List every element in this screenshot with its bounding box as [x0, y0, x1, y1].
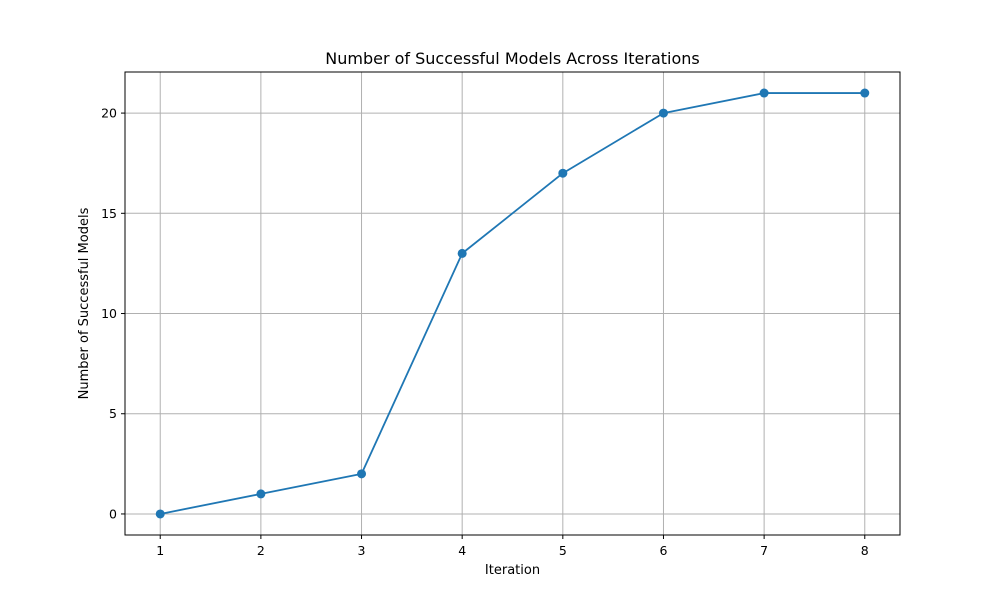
- data-point: [658, 108, 668, 118]
- x-tick-label: 5: [559, 543, 567, 558]
- data-point: [558, 168, 568, 178]
- data-point: [759, 88, 769, 98]
- x-axis-ticks: 1 2 3 4 5 6 7 8: [156, 535, 869, 558]
- chart-title: Number of Successful Models Across Itera…: [325, 49, 699, 68]
- y-tick-label: 20: [101, 106, 117, 121]
- data-point: [155, 509, 165, 519]
- grid: [125, 72, 900, 535]
- data-point: [256, 489, 266, 499]
- x-tick-label: 3: [358, 543, 366, 558]
- data-point: [457, 248, 467, 258]
- x-tick-label: 2: [257, 543, 265, 558]
- series-line: [160, 92, 865, 515]
- x-tick-label: 1: [156, 543, 164, 558]
- y-tick-label: 5: [109, 406, 117, 421]
- x-tick-label: 6: [659, 543, 667, 558]
- x-tick-label: 8: [861, 543, 869, 558]
- x-axis-label: Iteration: [485, 563, 540, 578]
- y-tick-label: 10: [101, 306, 117, 321]
- y-axis-ticks: 0 5 10 15 20: [101, 106, 125, 521]
- y-axis-label: Number of Successful Models: [77, 207, 92, 399]
- x-tick-label: 4: [458, 543, 466, 558]
- plot-frame: [124, 71, 901, 536]
- data-point: [357, 469, 367, 479]
- y-tick-label: 15: [101, 206, 117, 221]
- data-point: [860, 88, 870, 98]
- series: [155, 88, 870, 519]
- y-tick-label: 0: [109, 506, 117, 521]
- x-tick-label: 7: [760, 543, 768, 558]
